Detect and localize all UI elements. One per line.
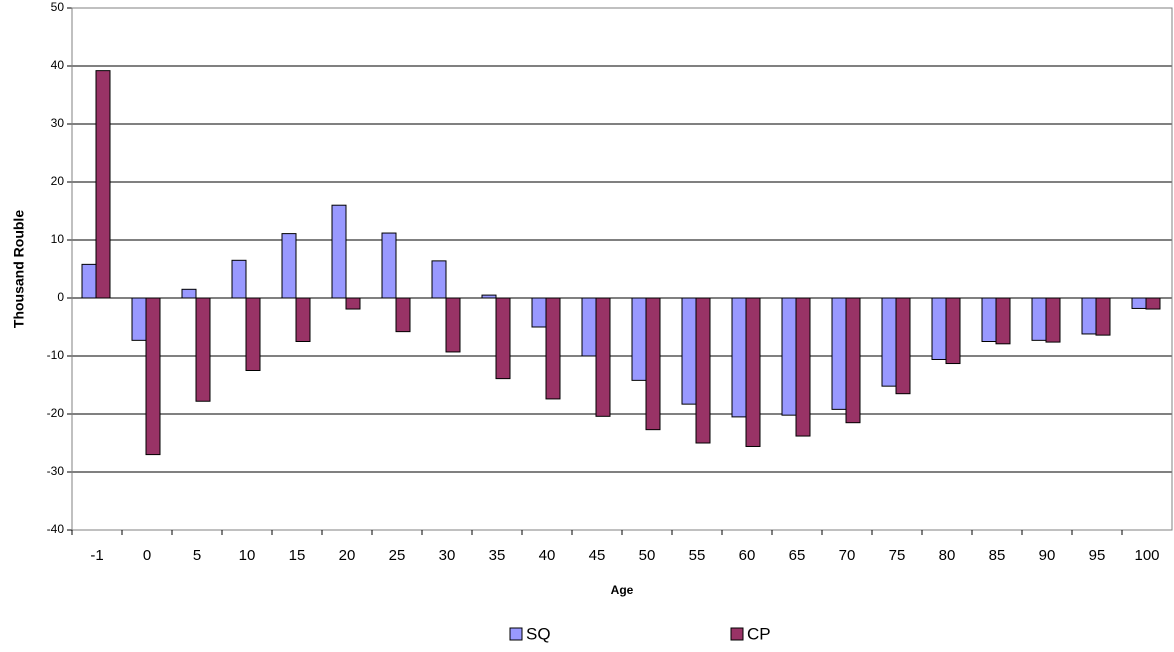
bar — [331, 204, 347, 299]
x-tick-label: 80 — [939, 547, 956, 564]
bar — [681, 297, 697, 405]
x-tick-label: 65 — [789, 547, 806, 564]
bar — [731, 297, 747, 418]
x-axis-title: Age — [611, 583, 634, 597]
bar — [445, 297, 461, 353]
bar — [131, 297, 147, 341]
y-tick-label: -40 — [47, 522, 65, 536]
bar — [1081, 297, 1097, 335]
x-tick-label: 85 — [989, 547, 1006, 564]
bar — [981, 297, 997, 342]
y-tick-label: -10 — [47, 348, 65, 362]
bar — [295, 297, 311, 342]
x-tick-label: 50 — [639, 547, 656, 564]
bar — [381, 232, 397, 299]
bar — [745, 297, 761, 447]
bar — [495, 297, 511, 380]
bar — [581, 297, 597, 357]
bar — [145, 297, 161, 456]
y-tick-label: 40 — [51, 58, 65, 72]
bar — [695, 297, 711, 444]
bar — [245, 297, 261, 371]
legend-swatch — [509, 627, 523, 641]
x-tick-label: 55 — [689, 547, 706, 564]
bar — [195, 297, 211, 402]
bar — [81, 263, 97, 299]
bar — [645, 297, 661, 431]
y-tick-label: -20 — [47, 406, 65, 420]
bar — [931, 297, 947, 360]
y-tick-label: 10 — [51, 232, 65, 246]
x-tick-label: 0 — [143, 547, 151, 564]
y-tick-label: 20 — [51, 174, 65, 188]
bar — [345, 297, 361, 310]
y-tick-label: -30 — [47, 464, 65, 478]
x-tick-label: 100 — [1134, 547, 1159, 564]
bar — [781, 297, 797, 416]
x-tick-label: 5 — [193, 547, 201, 564]
x-tick-label: 45 — [589, 547, 606, 564]
bar — [545, 297, 561, 400]
legend-swatch — [730, 627, 744, 641]
bar — [845, 297, 861, 424]
x-tick-label: -1 — [90, 547, 103, 564]
bar — [181, 288, 197, 299]
x-tick-label: 75 — [889, 547, 906, 564]
x-tick-label: 35 — [489, 547, 506, 564]
x-tick-label: 20 — [339, 547, 356, 564]
bar — [995, 297, 1011, 345]
y-tick-label: 0 — [57, 290, 64, 304]
y-tick-label: 50 — [51, 0, 65, 14]
bar — [231, 259, 247, 299]
bar — [95, 70, 111, 299]
bar — [531, 297, 547, 328]
bar — [881, 297, 897, 387]
bar — [281, 233, 297, 299]
bar — [945, 297, 961, 365]
x-tick-label: 10 — [239, 547, 256, 564]
bar — [795, 297, 811, 437]
x-tick-label: 15 — [289, 547, 306, 564]
x-tick-label: 40 — [539, 547, 556, 564]
y-axis-title: Thousand Rouble — [11, 210, 27, 328]
y-tick-label: 30 — [51, 116, 65, 130]
bar — [1031, 297, 1047, 341]
legend-label: SQ — [526, 624, 551, 643]
bar — [1145, 297, 1161, 310]
bar — [481, 294, 497, 299]
bar — [1045, 297, 1061, 343]
bar — [1095, 297, 1111, 336]
bar — [395, 297, 411, 333]
bar — [831, 297, 847, 410]
bar — [1131, 297, 1147, 309]
legend-label: CP — [747, 624, 771, 643]
x-tick-label: 70 — [839, 547, 856, 564]
bar — [431, 260, 447, 299]
bar — [595, 297, 611, 417]
bar — [895, 297, 911, 395]
x-tick-label: 90 — [1039, 547, 1056, 564]
x-tick-label: 25 — [389, 547, 406, 564]
x-tick-label: 60 — [739, 547, 756, 564]
bar — [631, 297, 647, 381]
x-tick-label: 95 — [1089, 547, 1106, 564]
x-tick-label: 30 — [439, 547, 456, 564]
